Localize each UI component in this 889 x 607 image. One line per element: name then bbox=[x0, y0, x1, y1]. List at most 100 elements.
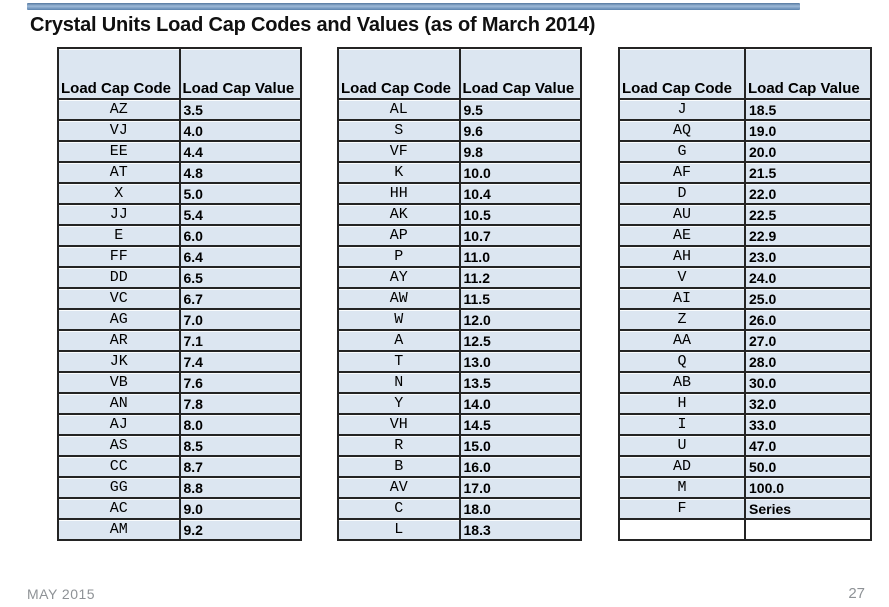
value-cell: 33.0 bbox=[744, 413, 872, 436]
table-row: AN 7.8 bbox=[57, 392, 302, 415]
code-cell: W bbox=[337, 308, 461, 331]
code-cell: AN bbox=[57, 392, 181, 415]
code-cell: VF bbox=[337, 140, 461, 163]
value-cell: 11.0 bbox=[458, 245, 582, 268]
page-number: 27 bbox=[848, 585, 865, 602]
value-cell: 18.5 bbox=[744, 98, 872, 121]
value-cell: 30.0 bbox=[744, 371, 872, 394]
table-row: X 5.0 bbox=[57, 182, 302, 205]
value-cell: 4.8 bbox=[178, 161, 302, 184]
header-load-cap-value: Load Cap Value bbox=[458, 47, 582, 100]
table-row bbox=[618, 518, 872, 541]
table-row: VH 14.5 bbox=[337, 413, 582, 436]
table-row: P 11.0 bbox=[337, 245, 582, 268]
table-header-row: Load Cap Code Load Cap Value bbox=[337, 47, 582, 100]
code-cell: F bbox=[618, 497, 746, 520]
table-row: HH 10.4 bbox=[337, 182, 582, 205]
value-cell: 23.0 bbox=[744, 245, 872, 268]
code-cell: AJ bbox=[57, 413, 181, 436]
code-cell: AU bbox=[618, 203, 746, 226]
code-cell: P bbox=[337, 245, 461, 268]
value-cell: 8.0 bbox=[178, 413, 302, 436]
code-cell: AE bbox=[618, 224, 746, 247]
code-cell: AD bbox=[618, 455, 746, 478]
table-row: AI 25.0 bbox=[618, 287, 872, 310]
table-row: AQ 19.0 bbox=[618, 119, 872, 142]
table-row: AA 27.0 bbox=[618, 329, 872, 352]
value-cell: 13.0 bbox=[458, 350, 582, 373]
value-cell: 5.0 bbox=[178, 182, 302, 205]
table-row: G 20.0 bbox=[618, 140, 872, 163]
value-cell: 11.5 bbox=[458, 287, 582, 310]
code-cell: G bbox=[618, 140, 746, 163]
table-row: DD 6.5 bbox=[57, 266, 302, 289]
code-cell: AR bbox=[57, 329, 181, 352]
value-cell: 27.0 bbox=[744, 329, 872, 352]
table-row: AD 50.0 bbox=[618, 455, 872, 478]
code-cell: Q bbox=[618, 350, 746, 373]
table-row: K 10.0 bbox=[337, 161, 582, 184]
value-cell: 4.4 bbox=[178, 140, 302, 163]
code-cell: C bbox=[337, 497, 461, 520]
table-row: AL 9.5 bbox=[337, 98, 582, 121]
value-cell: 10.7 bbox=[458, 224, 582, 247]
value-cell: 7.4 bbox=[178, 350, 302, 373]
value-cell bbox=[744, 518, 872, 541]
table-row: EE 4.4 bbox=[57, 140, 302, 163]
header-load-cap-value: Load Cap Value bbox=[744, 47, 872, 100]
value-cell: 14.0 bbox=[458, 392, 582, 415]
table-row: VF 9.8 bbox=[337, 140, 582, 163]
value-cell: 24.0 bbox=[744, 266, 872, 289]
value-cell: 13.5 bbox=[458, 371, 582, 394]
code-cell: N bbox=[337, 371, 461, 394]
value-cell: Series bbox=[744, 497, 872, 520]
value-cell: 18.0 bbox=[458, 497, 582, 520]
load-cap-table-3: Load Cap Code Load Cap Value J 18.5 AQ 19.0 G 2… bbox=[618, 47, 872, 541]
value-cell: 9.0 bbox=[178, 497, 302, 520]
header-load-cap-code: Load Cap Code bbox=[57, 47, 181, 100]
code-cell: CC bbox=[57, 455, 181, 478]
table-row: C 18.0 bbox=[337, 497, 582, 520]
value-cell: 17.0 bbox=[458, 476, 582, 499]
table-row: B 16.0 bbox=[337, 455, 582, 478]
code-cell: VB bbox=[57, 371, 181, 394]
table-row: E 6.0 bbox=[57, 224, 302, 247]
table-row: AK 10.5 bbox=[337, 203, 582, 226]
code-cell: AQ bbox=[618, 119, 746, 142]
value-cell: 10.0 bbox=[458, 161, 582, 184]
header-load-cap-code: Load Cap Code bbox=[618, 47, 746, 100]
table-row: AS 8.5 bbox=[57, 434, 302, 457]
table-row: AZ 3.5 bbox=[57, 98, 302, 121]
table-row: CC 8.7 bbox=[57, 455, 302, 478]
table-row: U 47.0 bbox=[618, 434, 872, 457]
table-row: JK 7.4 bbox=[57, 350, 302, 373]
code-cell: U bbox=[618, 434, 746, 457]
code-cell: Z bbox=[618, 308, 746, 331]
code-cell: JJ bbox=[57, 203, 181, 226]
load-cap-table-1: Load Cap Code Load Cap Value AZ 3.5 VJ 4.0 EE 4… bbox=[57, 47, 302, 541]
footer-date: MAY 2015 bbox=[27, 586, 96, 602]
value-cell: 3.5 bbox=[178, 98, 302, 121]
table-row: AC 9.0 bbox=[57, 497, 302, 520]
code-cell: EE bbox=[57, 140, 181, 163]
table-row: VC 6.7 bbox=[57, 287, 302, 310]
code-cell: B bbox=[337, 455, 461, 478]
value-cell: 20.0 bbox=[744, 140, 872, 163]
code-cell: AZ bbox=[57, 98, 181, 121]
code-cell: VH bbox=[337, 413, 461, 436]
table-row: L 18.3 bbox=[337, 518, 582, 541]
code-cell: H bbox=[618, 392, 746, 415]
table-row: Q 28.0 bbox=[618, 350, 872, 373]
code-cell: AP bbox=[337, 224, 461, 247]
value-cell: 8.8 bbox=[178, 476, 302, 499]
value-cell: 19.0 bbox=[744, 119, 872, 142]
value-cell: 5.4 bbox=[178, 203, 302, 226]
table-row: AE 22.9 bbox=[618, 224, 872, 247]
top-accent-bar bbox=[27, 3, 800, 10]
code-cell: J bbox=[618, 98, 746, 121]
value-cell: 9.6 bbox=[458, 119, 582, 142]
table-row: A 12.5 bbox=[337, 329, 582, 352]
code-cell: AH bbox=[618, 245, 746, 268]
code-cell: AB bbox=[618, 371, 746, 394]
value-cell: 100.0 bbox=[744, 476, 872, 499]
